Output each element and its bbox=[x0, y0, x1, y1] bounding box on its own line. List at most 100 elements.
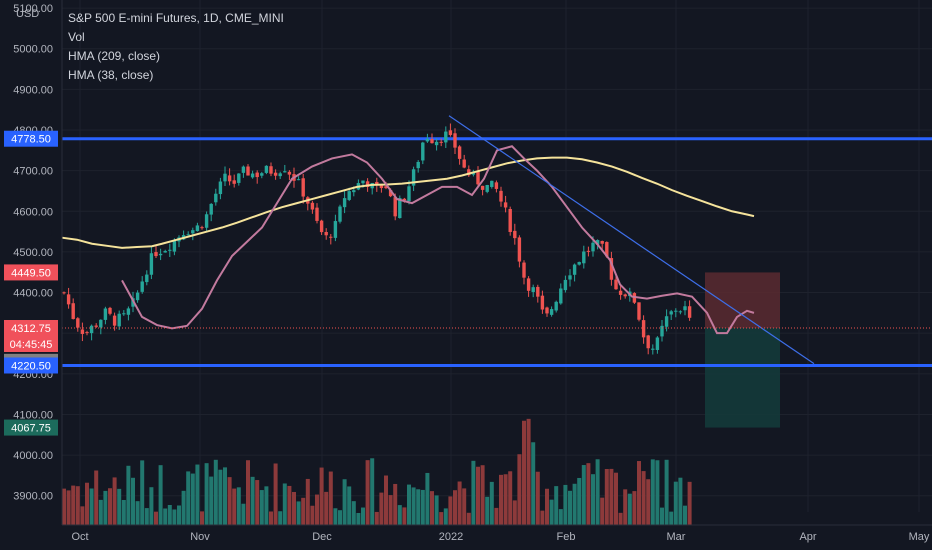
volume-bar bbox=[604, 469, 609, 525]
volume-bar bbox=[512, 500, 517, 525]
volume-bar bbox=[333, 508, 338, 525]
candle-body bbox=[145, 274, 149, 283]
candle-body bbox=[614, 279, 618, 290]
take-profit-zone bbox=[705, 328, 780, 428]
candle-body bbox=[103, 308, 108, 320]
time-axis[interactable]: Oct Nov Dec 2022 Feb Mar Apr May bbox=[62, 524, 932, 543]
volume-bar bbox=[581, 465, 586, 525]
volume-bar bbox=[338, 510, 342, 525]
hma-long-label[interactable]: HMA (209, close) bbox=[68, 49, 161, 63]
volume-bar bbox=[131, 477, 135, 525]
price-axis[interactable]: 5100.005000.004900.004800.004700.004600.… bbox=[13, 0, 63, 525]
volume-bar bbox=[600, 497, 605, 525]
volume-bar bbox=[190, 473, 195, 525]
candle-body bbox=[448, 130, 453, 135]
y-tick-label: 4100.00 bbox=[13, 409, 53, 421]
volume-bar bbox=[98, 499, 103, 525]
candle-body bbox=[595, 240, 600, 245]
volume-bar bbox=[407, 484, 411, 525]
candle-body bbox=[260, 173, 264, 176]
candle-body bbox=[531, 287, 535, 292]
volume-bar bbox=[388, 495, 393, 525]
volume-bar bbox=[517, 454, 522, 525]
candle-body bbox=[499, 190, 503, 202]
candle-body bbox=[609, 258, 614, 280]
price-tag-bg bbox=[4, 419, 58, 436]
trendline[interactable] bbox=[448, 115, 815, 365]
candle-body bbox=[365, 181, 370, 187]
candle-body bbox=[361, 180, 365, 184]
volume-bar bbox=[453, 490, 457, 525]
volume-bar bbox=[540, 510, 545, 525]
candlesticks bbox=[62, 123, 692, 355]
volume-bar bbox=[140, 460, 145, 525]
volume-bar bbox=[572, 483, 577, 525]
candle-body bbox=[384, 186, 388, 189]
volume-bar bbox=[568, 490, 572, 525]
candle-body bbox=[508, 208, 512, 232]
price-tag-text: 4220.50 bbox=[11, 360, 51, 372]
candle-body bbox=[485, 184, 489, 192]
candle-body bbox=[342, 198, 347, 208]
volume-bar bbox=[370, 458, 375, 525]
volume-bar bbox=[664, 459, 669, 525]
volume-bar bbox=[531, 442, 536, 525]
volume-bar bbox=[379, 492, 384, 525]
volume-indicator-label[interactable]: Vol bbox=[68, 30, 85, 44]
volume-bar bbox=[301, 497, 306, 525]
candle-body bbox=[375, 181, 379, 186]
candle-body bbox=[674, 310, 678, 312]
candle-body bbox=[200, 227, 204, 229]
volume-bar bbox=[508, 471, 513, 525]
candle-body bbox=[600, 241, 604, 244]
candle-body bbox=[444, 131, 448, 143]
volume-bar bbox=[186, 471, 191, 525]
candle-body bbox=[393, 197, 397, 217]
volume-bar bbox=[269, 511, 273, 525]
volume-bar bbox=[328, 471, 333, 525]
volume-bar bbox=[632, 491, 637, 525]
candle-body bbox=[522, 262, 526, 278]
volume-bar bbox=[135, 501, 140, 525]
price-tag: 4449.50 bbox=[4, 264, 58, 281]
price-tag: 4778.50 bbox=[4, 130, 58, 147]
y-tick-label: 5100.00 bbox=[13, 3, 53, 15]
candle-body bbox=[545, 307, 549, 314]
volume-bar bbox=[232, 488, 237, 525]
price-tag-text: 4449.50 bbox=[11, 267, 51, 279]
candle-body bbox=[62, 292, 66, 294]
candle-body bbox=[678, 311, 683, 313]
x-tick-label: Feb bbox=[557, 531, 576, 543]
volume-bar bbox=[227, 477, 232, 525]
volume-bar bbox=[181, 490, 186, 525]
volume-bar bbox=[319, 467, 324, 525]
candle-body bbox=[186, 234, 190, 236]
volume-bar bbox=[374, 511, 379, 525]
candle-body bbox=[214, 193, 218, 203]
volume-bar bbox=[660, 507, 664, 525]
horizontal-levels[interactable] bbox=[62, 137, 932, 367]
hma-lines bbox=[61, 145, 755, 335]
symbol-title[interactable]: S&P 500 E-mini Futures, 1D, CME_MINI bbox=[68, 11, 284, 25]
y-tick-label: 4600.00 bbox=[13, 206, 53, 218]
candle-body bbox=[76, 318, 80, 328]
volume-bar bbox=[315, 494, 319, 525]
volume-bar bbox=[457, 481, 462, 525]
volume-bar bbox=[425, 472, 430, 525]
hma-short-label[interactable]: HMA (38, close) bbox=[68, 68, 154, 82]
volume-bar bbox=[154, 511, 158, 525]
stop-loss-zone bbox=[705, 272, 780, 329]
volume-bar bbox=[80, 506, 85, 525]
x-tick-label: 2022 bbox=[439, 531, 463, 543]
candle-body bbox=[536, 286, 540, 297]
volume-bar bbox=[264, 486, 269, 525]
volume-bar bbox=[641, 471, 646, 525]
candle-body bbox=[411, 169, 416, 186]
long-position-zones bbox=[705, 272, 780, 428]
volume-bar bbox=[112, 477, 117, 525]
volume-bar bbox=[108, 488, 112, 525]
candle-body bbox=[135, 292, 140, 301]
candle-body bbox=[296, 179, 301, 181]
volume-bar bbox=[117, 488, 122, 525]
